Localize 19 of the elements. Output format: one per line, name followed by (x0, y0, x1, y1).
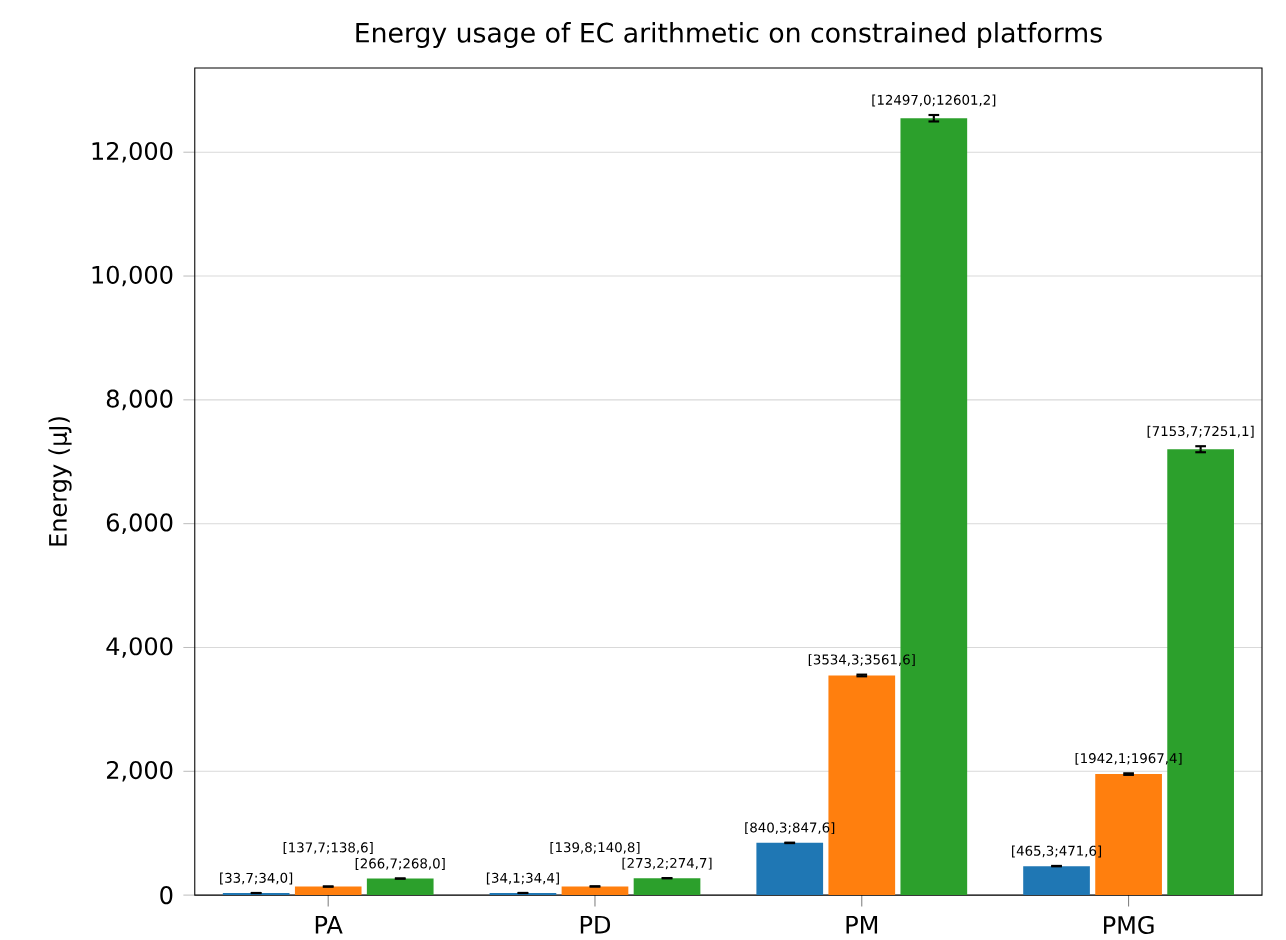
bar (1023, 865, 1090, 895)
y-tick-label: 6,000 (106, 513, 173, 534)
x-tick-label: PA (315, 915, 343, 934)
chart-title: Energy usage of EC arithmetic on constrained platforms (356, 21, 1102, 48)
y-tick-label: 4,000 (106, 636, 173, 658)
bar (366, 878, 434, 895)
y-axis-title: Energy (µJ) (48, 417, 72, 546)
x-tick-label: PM (846, 915, 878, 934)
x-tick-label: PMG (1104, 915, 1154, 934)
y-tick-label: 10,000 (92, 265, 173, 287)
bar (294, 886, 362, 895)
bar (633, 877, 701, 895)
y-tick-label: 0 (160, 885, 173, 904)
x-tick-label: PD (580, 915, 611, 934)
y-tick-label: 8,000 (106, 389, 173, 410)
bar (561, 886, 629, 895)
y-tick-label: 2,000 (106, 760, 173, 782)
y-tick-label: 12,000 (92, 141, 173, 163)
bar (756, 842, 824, 895)
